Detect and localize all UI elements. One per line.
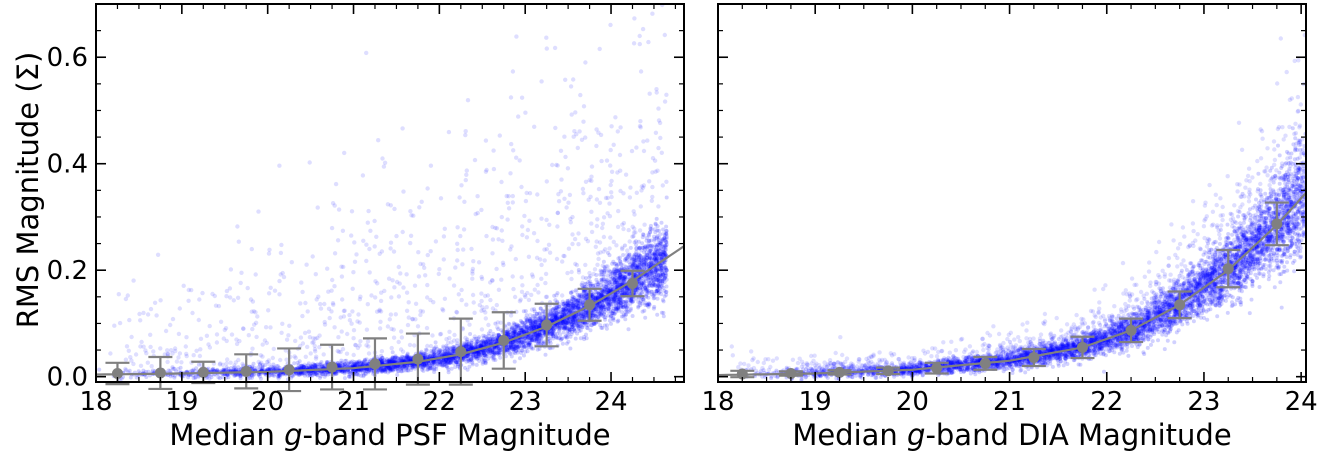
binned-point [973, 355, 998, 371]
binned-point [1264, 201, 1289, 247]
scatter-psf [97, 4, 669, 382]
binned-point [620, 269, 645, 298]
binned-points-dia [730, 201, 1289, 380]
x-tick-label: 19 [799, 387, 832, 417]
binned-point [448, 317, 473, 386]
x-tick-label: 22 [423, 387, 456, 417]
panel-dia: 18 19 20 21 22 23 24 Median g-band DIA Magnitu… [701, 3, 1318, 452]
y-tick-label: 0.2 [47, 256, 88, 286]
ticks-dia: 18 19 20 21 22 23 24 [701, 3, 1318, 417]
binned-point [1070, 335, 1095, 360]
plot-frame-psf [95, 3, 685, 383]
binned-point [1216, 248, 1241, 289]
binned-point [148, 355, 173, 391]
x-axis-title-dia: Median g-band DIA Magnitude [792, 418, 1231, 452]
panel-psf: 18 19 20 21 22 23 24 0.0 0.2 0.4 0.6 Median g-band… [47, 3, 685, 452]
y-tick-label: 0.4 [47, 150, 88, 180]
binned-point [405, 332, 430, 386]
x-tick-label: 18 [701, 387, 734, 417]
x-axis-title-psf: Median g-band PSF Magnitude [169, 418, 610, 452]
x-tick-label: 23 [509, 387, 542, 417]
x-tick-label: 18 [79, 387, 112, 417]
ticks-psf: 18 19 20 21 22 23 24 0.0 0.2 0.4 0.6 [47, 3, 684, 417]
x-tick-label: 21 [993, 387, 1026, 417]
x-tick-label: 21 [337, 387, 370, 417]
x-tick-label: 23 [1187, 387, 1220, 417]
binned-point [778, 367, 803, 379]
binned-point [924, 361, 949, 375]
scatter-dia [729, 32, 1306, 382]
binned-point [534, 302, 559, 348]
binned-point [1167, 290, 1192, 320]
x-tick-label: 19 [165, 387, 198, 417]
x-tick-label: 20 [896, 387, 929, 417]
x-tick-label: 22 [1090, 387, 1123, 417]
x-tick-label: 20 [251, 387, 284, 417]
trend-line-dia [718, 192, 1306, 377]
y-axis-title: RMS Magnitude (Σ) [11, 52, 45, 329]
binned-point [876, 365, 901, 377]
y-tick-label: 0.6 [47, 43, 88, 73]
binned-point [277, 347, 302, 393]
binned-point [491, 311, 516, 370]
binned-point [577, 287, 602, 322]
x-tick-label: 24 [1285, 387, 1318, 417]
binned-point [730, 368, 755, 380]
binned-point [827, 366, 852, 378]
y-tick-label: 0.0 [47, 363, 88, 393]
plot-frame-dia [717, 3, 1307, 383]
binned-point [1021, 347, 1046, 368]
x-tick-label: 24 [594, 387, 627, 417]
binned-point [1119, 317, 1144, 344]
